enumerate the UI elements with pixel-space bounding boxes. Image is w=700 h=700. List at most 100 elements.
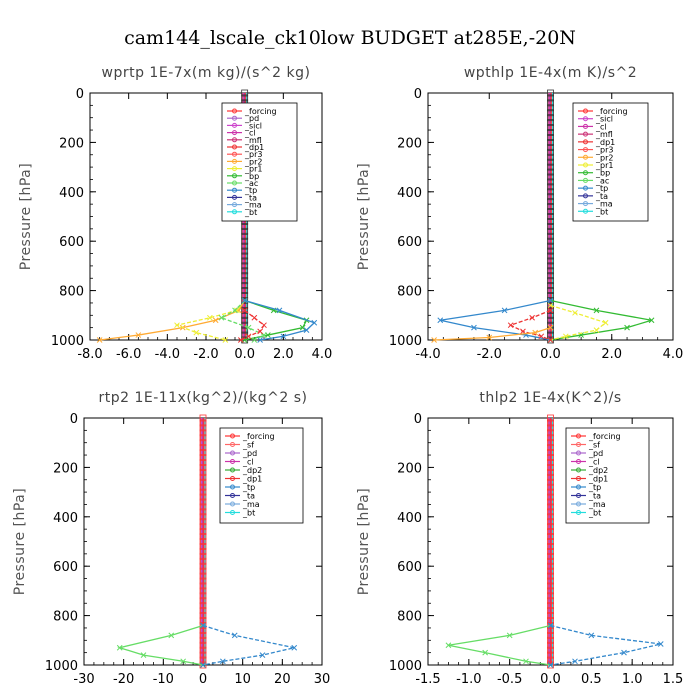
- y-tick-label: 1000: [389, 334, 422, 349]
- series-point-pr1: [593, 327, 600, 333]
- legend-marker-forcing: [232, 108, 237, 114]
- zero-line-marker: [199, 592, 207, 600]
- zero-line-marker: [199, 518, 207, 526]
- legend-marker-pd: [232, 115, 237, 121]
- legend-label-bt: _bt: [588, 509, 601, 518]
- y-tick-label: 200: [53, 461, 78, 476]
- zero-line-marker: [241, 292, 249, 299]
- legend-label-pr3: _pr3: [244, 150, 262, 159]
- series-line-pr1: [174, 300, 246, 341]
- zero-line-marker: [547, 523, 554, 531]
- zero-line-marker: [241, 282, 249, 290]
- zero-line-marker: [547, 178, 554, 186]
- series-point-dp1: [251, 314, 258, 321]
- series-point-dp1: [445, 642, 452, 649]
- zero-line-marker: [547, 587, 554, 595]
- legend-marker-bp: [232, 173, 237, 179]
- series-point-dp1: [547, 307, 554, 314]
- x-tick-label: 20: [274, 672, 291, 687]
- zero-line-marker: [547, 148, 554, 156]
- legend-label-sicl: _sicl: [244, 121, 262, 130]
- legend: _forcing_sf_pd_cl_dp2_dp1_tp_ta_ma_bt: [219, 427, 304, 524]
- legend-marker-dp1: [583, 139, 588, 145]
- x-tick-label: -2.0: [193, 347, 218, 362]
- legend-marker-dp1: [576, 476, 581, 481]
- series-point-dp1: [237, 337, 244, 343]
- zero-line-marker: [547, 577, 554, 585]
- legend-label-ma: _ma: [242, 500, 260, 509]
- series-point-tp: [200, 622, 206, 629]
- legend-box: [221, 102, 298, 222]
- series-point-dp1: [538, 333, 545, 340]
- legend-label-pr2: _pr2: [595, 153, 613, 162]
- zero-line-marker: [199, 493, 207, 501]
- zero-line-marker: [547, 104, 554, 112]
- legend-marker-tp: [232, 187, 237, 193]
- zero-line-marker: [547, 94, 554, 102]
- zero-line-marker: [547, 419, 554, 427]
- zero-line-marker: [547, 277, 554, 285]
- zero-line-marker: [547, 597, 554, 605]
- panel-2: wpthlp 1E-4x(m K)/s^2 Pressure [hPa] -4.0 -…: [356, 65, 683, 362]
- legend: _forcing_sicl_cl_mfl_dp1_pr3_pr2_pr1_bp_…: [572, 102, 649, 222]
- legend-label-cl: _cl: [588, 458, 600, 467]
- legend-label-cl: _cl: [595, 122, 607, 131]
- series-point-pr1: [572, 309, 578, 316]
- zero-line-marker: [199, 463, 207, 471]
- series-point-tp: [621, 649, 627, 656]
- legend-marker-pr1: [583, 162, 588, 168]
- zero-line-marker: [199, 557, 207, 565]
- legend-label-ta: _ta: [588, 492, 601, 501]
- zero-line-marker: [547, 143, 554, 151]
- x-tick-label: 2.0: [601, 347, 622, 362]
- zero-line-marker: [547, 473, 554, 481]
- legend-marker-pr2: [583, 154, 588, 160]
- series-point-pr2: [431, 337, 437, 343]
- zero-line-marker: [199, 503, 207, 511]
- legend-label-ac: _ac: [595, 176, 609, 185]
- zero-line-marker: [547, 528, 554, 536]
- zero-line-marker: [199, 468, 207, 476]
- zero-line-marker: [547, 316, 554, 324]
- series-point-tp: [437, 317, 444, 324]
- legend-marker-cl: [576, 459, 581, 464]
- series-point-tp: [657, 641, 664, 647]
- y-tick-label: 600: [53, 560, 78, 575]
- legend-label-sicl: _sicl: [595, 115, 613, 124]
- x-tick-label: 0.5: [581, 672, 602, 687]
- zero-line-marker: [241, 306, 249, 314]
- zero-line-marker: [199, 631, 207, 639]
- zero-line-marker: [547, 302, 554, 309]
- legend-marker-cl: [230, 459, 235, 464]
- zero-line-marker: [547, 513, 554, 521]
- legend-label-ma: _ma: [595, 200, 613, 209]
- y-tick-label: 400: [397, 511, 422, 526]
- legend-marker-sicl: [232, 122, 237, 128]
- zero-line-marker: [547, 262, 554, 270]
- zero-line-marker: [547, 168, 554, 176]
- zero-line-marker: [241, 237, 249, 245]
- zero-line-marker: [547, 208, 554, 215]
- zero-line-marker: [547, 538, 554, 545]
- zero-line-marker: [547, 163, 554, 171]
- zero-line-marker: [547, 562, 554, 570]
- y-tick-label: 0: [414, 412, 422, 427]
- zero-line-marker: [547, 508, 554, 516]
- zero-line-marker: [547, 424, 554, 432]
- series-line-pr1: [550, 304, 607, 341]
- x-tick-label: -1.0: [456, 672, 481, 687]
- zero-line-marker: [241, 297, 249, 304]
- series-point-pr2: [532, 329, 539, 336]
- y-axis-label: Pressure [hPa]: [356, 488, 372, 595]
- zero-line-marker: [241, 316, 249, 324]
- x-tick-label: 10: [234, 672, 251, 687]
- zero-line-marker: [199, 552, 207, 560]
- series-point-tp: [588, 632, 595, 639]
- legend: _forcing_sf_pd_cl_dp2_dp1_tp_ta_ma_bt: [565, 427, 650, 524]
- zero-line-marker: [547, 622, 554, 629]
- series-point-dp1: [520, 328, 526, 335]
- legend-marker-ma: [576, 501, 581, 507]
- zero-line-marker: [547, 612, 554, 619]
- series-point-tp: [471, 324, 477, 331]
- series-point-pr1: [602, 319, 609, 326]
